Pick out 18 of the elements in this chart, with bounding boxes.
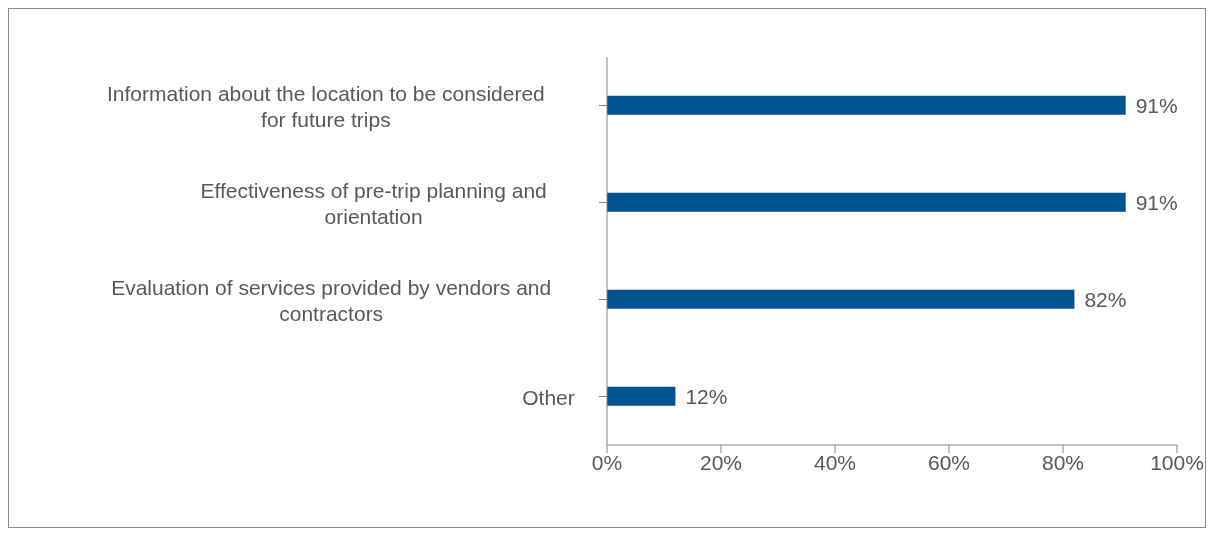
x-tick-label: 20% [699, 450, 743, 474]
bar [607, 192, 1126, 212]
data-label: 82% [1084, 287, 1127, 311]
x-tick-label: 100% [1150, 450, 1204, 474]
bar [607, 289, 1075, 309]
y-tick-label: Evaluation of services provided by vendors and contractors [111, 275, 552, 324]
y-tick-label: Other [522, 385, 575, 408]
x-tick-label: 40% [813, 450, 857, 474]
y-tick-label: Information about the location to be considered for future trips [107, 81, 545, 130]
data-label: 91% [1135, 93, 1178, 117]
x-tick-label: 60% [927, 450, 971, 474]
bar [607, 386, 676, 406]
x-tick-label: 0% [591, 450, 623, 474]
bar [607, 95, 1126, 115]
x-tick-label: 80% [1041, 450, 1085, 474]
data-label: 12% [685, 384, 728, 408]
y-tick-label: Effectiveness of pre-trip planning and orientation [200, 178, 547, 227]
data-label: 91% [1135, 190, 1178, 214]
